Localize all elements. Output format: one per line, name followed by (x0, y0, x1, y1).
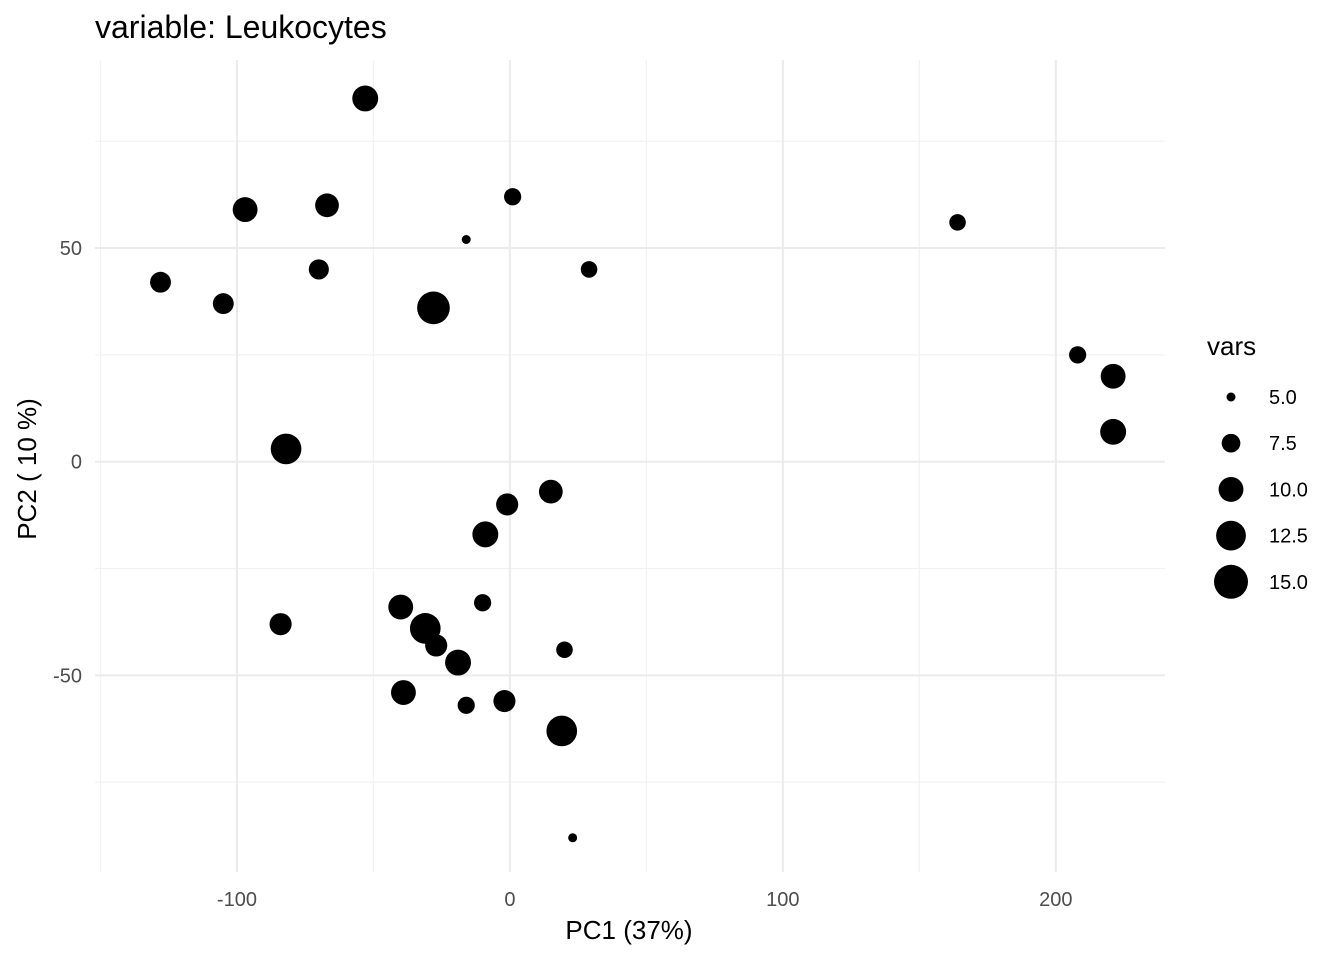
data-point (388, 594, 414, 620)
data-point (445, 649, 471, 676)
data-point (496, 493, 519, 516)
data-point (580, 261, 598, 278)
legend-key (1226, 392, 1236, 402)
legend-key (1221, 433, 1241, 453)
x-axis-title: PC1 (37%) (565, 915, 692, 945)
legend-label: 5.0 (1269, 387, 1297, 409)
x-tick-label: 100 (766, 889, 799, 911)
data-point (457, 696, 475, 714)
data-point (1100, 418, 1127, 445)
data-point (472, 521, 499, 548)
data-point (556, 641, 573, 659)
y-tick-label: 0 (71, 452, 82, 474)
legend-label: 10.0 (1269, 479, 1308, 501)
data-point (232, 197, 258, 223)
x-tick-label: 200 (1039, 889, 1072, 911)
data-point (417, 291, 450, 325)
y-tick-label: -50 (53, 665, 82, 687)
data-point (315, 193, 339, 218)
data-point (1069, 346, 1087, 364)
data-point (269, 613, 292, 636)
x-tick-label: 0 (504, 889, 515, 911)
legend-label: 7.5 (1269, 433, 1297, 455)
data-point (352, 85, 379, 112)
legend-key (1216, 520, 1246, 551)
legend-label: 12.5 (1269, 526, 1308, 548)
legend-key (1214, 564, 1248, 599)
legend-title: vars (1207, 331, 1256, 361)
data-point (391, 680, 416, 705)
data-point (473, 594, 492, 612)
data-point (150, 271, 171, 293)
data-point (546, 715, 578, 747)
y-tick-label: 50 (60, 238, 82, 260)
x-axis-ticks: -100 0 100 200 (217, 889, 1073, 911)
y-axis-title: PC2 ( 10 %) (12, 398, 42, 540)
data-point (504, 188, 522, 206)
chart-title: variable: Leukocytes (95, 9, 387, 45)
data-point (308, 259, 329, 280)
data-points (150, 85, 1127, 843)
grid-lines (95, 60, 1165, 872)
data-point (949, 214, 966, 231)
legend-key (1218, 476, 1244, 502)
data-point (1100, 363, 1126, 389)
x-tick-label: -100 (217, 889, 257, 911)
y-axis-ticks: -50 0 50 (53, 238, 82, 687)
data-point (461, 234, 471, 244)
data-point (538, 479, 563, 504)
legend-label: 15.0 (1269, 572, 1308, 594)
data-point (568, 833, 578, 843)
data-point (493, 689, 516, 713)
data-point (425, 634, 448, 657)
data-point (270, 433, 302, 465)
data-point (212, 293, 234, 315)
legend: vars 5.0 7.5 10.0 12.5 15.0 (1207, 331, 1308, 599)
